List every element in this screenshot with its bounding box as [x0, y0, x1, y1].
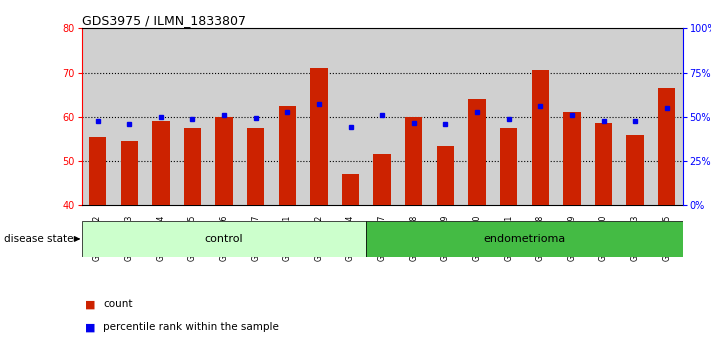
Text: GDS3975 / ILMN_1833807: GDS3975 / ILMN_1833807 [82, 14, 246, 27]
Bar [525, 28, 556, 205]
Bar [626, 135, 644, 205]
Text: ■: ■ [85, 299, 96, 309]
Bar [208, 28, 240, 205]
Bar [563, 113, 581, 205]
Bar [588, 28, 619, 205]
Bar [500, 128, 518, 205]
Bar [279, 106, 296, 205]
Text: endometrioma: endometrioma [483, 234, 565, 244]
Bar [82, 28, 113, 205]
Bar [342, 175, 359, 205]
Bar [303, 28, 335, 205]
Bar [429, 28, 461, 205]
Bar [493, 28, 525, 205]
Bar [658, 88, 675, 205]
Bar [247, 128, 264, 205]
Bar [310, 68, 328, 205]
Bar [82, 221, 366, 257]
Bar [437, 145, 454, 205]
Bar [398, 28, 429, 205]
Bar [152, 121, 169, 205]
Bar [373, 154, 391, 205]
Bar [89, 137, 106, 205]
Bar [272, 28, 303, 205]
Bar [366, 221, 683, 257]
Text: percentile rank within the sample: percentile rank within the sample [103, 322, 279, 332]
Bar [145, 28, 176, 205]
Bar [651, 28, 683, 205]
Bar [405, 117, 422, 205]
Bar [183, 128, 201, 205]
Bar [556, 28, 588, 205]
Bar [120, 141, 138, 205]
Bar [176, 28, 208, 205]
Text: disease state: disease state [4, 234, 73, 244]
Bar [366, 28, 398, 205]
Text: control: control [205, 234, 243, 244]
Bar [335, 28, 366, 205]
Bar [113, 28, 145, 205]
Bar [469, 99, 486, 205]
Bar [595, 124, 612, 205]
Bar [461, 28, 493, 205]
Bar [532, 70, 549, 205]
Bar [215, 117, 232, 205]
Bar [619, 28, 651, 205]
Bar [240, 28, 272, 205]
Text: count: count [103, 299, 132, 309]
Text: ■: ■ [85, 322, 96, 332]
